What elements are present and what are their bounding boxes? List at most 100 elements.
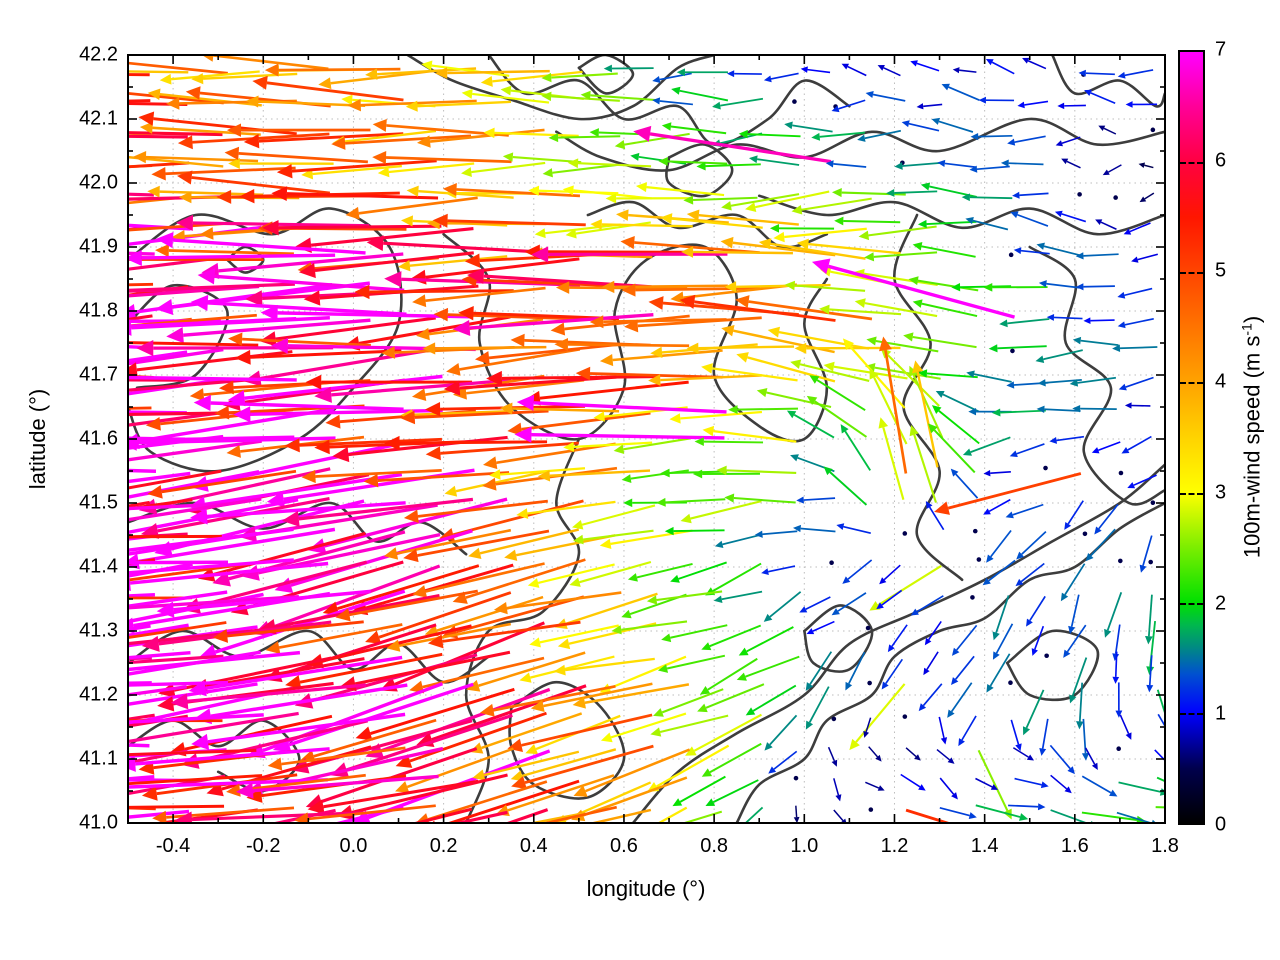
wind-arrow-head xyxy=(50,706,68,722)
wind-arrow-shaft xyxy=(128,654,224,665)
wind-arrow-head xyxy=(728,405,738,415)
wind-arrow-head xyxy=(672,798,683,807)
wind-arrow-head xyxy=(276,163,293,179)
wind-arrow-shaft xyxy=(819,131,865,138)
wind-arrow-shaft xyxy=(500,467,586,476)
wind-arrow-head xyxy=(649,827,660,836)
wind-arrow-head xyxy=(916,103,924,110)
wind-arrow-head xyxy=(748,155,758,164)
wind-arrow-head xyxy=(835,794,842,802)
wind-arrow-head xyxy=(605,193,617,204)
wind-arrow-shaft xyxy=(417,529,550,557)
wind-arrow-head xyxy=(553,664,566,676)
wind-arrow-shaft xyxy=(504,808,549,823)
wind-arrow-shaft xyxy=(1050,774,1068,790)
wind-arrow-head xyxy=(47,502,65,518)
wind-arrow-head xyxy=(920,182,931,191)
wind-arrow-head xyxy=(1019,813,1029,821)
wind-arrow-shaft xyxy=(978,134,1013,138)
wind-arrow-shaft xyxy=(1066,160,1081,169)
wind-arrow-head xyxy=(660,213,673,225)
wind-arrow-shaft xyxy=(970,436,1011,453)
wind-arrow-shaft xyxy=(709,742,762,774)
wind-arrow-shaft xyxy=(873,376,908,445)
wind-arrow-head xyxy=(128,304,137,321)
wind-arrow-head xyxy=(952,67,960,74)
wind-arrow-head xyxy=(79,65,91,76)
wind-arrow-shaft xyxy=(1125,376,1154,388)
wind-arrow-shaft xyxy=(921,302,978,318)
wind-arrow-head xyxy=(1138,162,1146,169)
wind-arrow-head xyxy=(712,101,721,110)
wind-arrow-head xyxy=(1112,344,1121,353)
wind-arrow-head xyxy=(307,799,325,815)
wind-arrow-shaft xyxy=(938,716,945,739)
wind-arrow-head xyxy=(1067,766,1075,775)
wind-arrow-shaft xyxy=(283,468,475,502)
wind-arrow-shaft xyxy=(681,810,723,823)
wind-arrow-shaft xyxy=(1098,504,1119,530)
wind-arrow-shaft xyxy=(923,103,943,108)
contour-line xyxy=(128,629,490,684)
wind-arrow-shaft xyxy=(882,427,905,501)
wind-arrow-shaft xyxy=(926,651,939,670)
wind-arrow-head xyxy=(409,269,427,285)
wind-arrow-shaft xyxy=(712,779,759,804)
wind-arrow-head xyxy=(128,755,136,772)
wind-arrow-head xyxy=(621,283,636,297)
wind-arrow-shaft xyxy=(900,773,921,788)
wind-arrow-head xyxy=(1146,684,1154,693)
wind-arrow-head xyxy=(537,469,551,482)
wind-arrow-head xyxy=(613,444,625,454)
wind-arrow-head xyxy=(1216,805,1226,814)
wind-arrow-shaft xyxy=(488,343,619,360)
wind-arrow-shaft xyxy=(128,282,295,292)
wind-arrow-head xyxy=(947,709,955,718)
wind-arrow-head xyxy=(51,492,68,507)
wind-arrow-shaft xyxy=(737,407,798,411)
x-tick-label: 0.0 xyxy=(339,835,368,857)
wind-arrow-shaft xyxy=(736,283,831,289)
wind-arrow-head xyxy=(147,185,160,198)
wind-arrow-shaft xyxy=(868,225,937,237)
wind-arrow-shaft xyxy=(299,652,443,684)
wind-arrow-shaft xyxy=(358,196,478,215)
wind-arrow-head xyxy=(761,568,769,575)
wind-dot xyxy=(1150,500,1156,505)
wind-arrow-head xyxy=(345,206,360,220)
wind-arrow-head xyxy=(849,738,860,751)
wind-arrow-shaft xyxy=(884,349,908,474)
wind-arrow-shaft xyxy=(266,81,404,102)
wind-arrow-head xyxy=(611,625,622,635)
wind-arrow-shaft xyxy=(409,711,547,763)
wind-arrow-shaft xyxy=(762,530,798,536)
wind-arrow-shaft xyxy=(936,748,951,761)
wind-arrow-head xyxy=(962,448,972,456)
wind-arrow-shaft xyxy=(1014,135,1046,143)
wind-arrow-shaft xyxy=(515,534,616,557)
wind-arrow-head xyxy=(624,319,639,333)
wind-arrows xyxy=(47,55,1226,836)
wind-arrow-head xyxy=(914,754,921,761)
wind-arrow-shaft xyxy=(429,128,545,143)
wind-arrow-shaft xyxy=(455,470,548,493)
wind-arrow-head xyxy=(1054,210,1063,218)
wind-arrow-head xyxy=(1167,732,1175,741)
wind-arrow-head xyxy=(1037,803,1046,811)
wind-arrow-head xyxy=(968,407,977,416)
x-tick-label: 1.6 xyxy=(1060,835,1089,857)
wind-arrow-head xyxy=(876,602,884,610)
wind-arrow-shaft xyxy=(447,219,586,227)
wind-dot xyxy=(1148,559,1153,565)
wind-arrow-shaft xyxy=(1103,127,1117,135)
wind-arrow-shaft xyxy=(128,713,264,724)
wind-arrow-shaft xyxy=(483,750,580,777)
wind-arrow-shaft xyxy=(278,623,403,649)
wind-arrow-head xyxy=(1084,89,1092,97)
wind-arrow-head xyxy=(314,386,332,403)
wind-arrow-shaft xyxy=(1046,282,1080,289)
wind-arrow-head xyxy=(680,513,692,524)
wind-arrow-shaft xyxy=(1067,500,1084,525)
wind-arrow-head xyxy=(918,784,926,791)
wind-arrow-head xyxy=(720,236,734,249)
